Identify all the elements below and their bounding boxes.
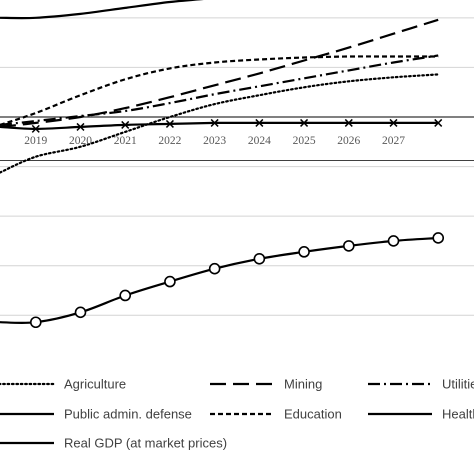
gdp-marker-point <box>432 232 445 244</box>
public-admin-marker-point <box>344 118 353 127</box>
legend-label: Real GDP (at market prices) <box>64 436 227 451</box>
series-line-public-admin-defense <box>0 121 439 131</box>
x-tick-label: 2026 <box>337 135 360 147</box>
series-line-agriculture <box>0 73 440 174</box>
gdp-marker-point <box>298 246 310 258</box>
legend-item: Public admin. defense <box>0 407 192 422</box>
legend-item: Education <box>210 407 342 422</box>
public-admin-marker-point <box>76 122 85 131</box>
public-admin-marker-point <box>389 118 398 127</box>
x-tick-label: 2027 <box>382 135 405 147</box>
public-admin-marker-point <box>31 124 40 133</box>
legend-item: Real GDP (at market prices) <box>0 436 227 451</box>
legend-item: Utilities <box>368 377 474 392</box>
public-admin-marker-point <box>121 120 130 129</box>
series-line-real-gdp-at-market-prices <box>0 236 439 325</box>
gridlines <box>0 17 474 316</box>
public-admin-marker-point <box>434 118 443 127</box>
series-lines <box>0 0 440 325</box>
x-tick-label: 2019 <box>24 135 47 147</box>
legend-label: Agriculture <box>64 377 126 392</box>
series-line-utilities <box>0 54 439 126</box>
series-markers <box>29 118 445 329</box>
x-tick-labels: 2019 2020 2021 2022 2023 2024 2025 2026 2027 <box>24 135 405 147</box>
legend-label: Health <box>442 407 474 422</box>
legend-item: Agriculture <box>0 377 126 392</box>
legend-label: Education <box>284 407 342 422</box>
public-admin-marker-point <box>165 119 174 128</box>
gdp-marker-point <box>387 235 400 247</box>
series-line-education <box>0 55 439 126</box>
legend-item: Health <box>368 407 474 422</box>
gdp-marker-point <box>208 262 221 275</box>
x-tick-label: 2025 <box>293 135 316 147</box>
gdp-marker-point <box>342 240 355 252</box>
legend-label: Utilities <box>442 377 474 392</box>
x-tick-label: 2021 <box>114 135 137 147</box>
gdp-marker-point <box>164 275 176 288</box>
x-tick-label: 2023 <box>203 135 226 147</box>
gdp-marker-point <box>119 289 132 302</box>
public-admin-marker-point <box>255 118 264 127</box>
public-admin-marker-point <box>300 118 309 127</box>
series-line-health <box>0 0 204 20</box>
public-admin-marker-point <box>210 118 219 127</box>
x-tick-label: 2024 <box>248 135 271 147</box>
gdp-marker-point <box>74 306 87 319</box>
legend-item: Mining <box>210 377 322 392</box>
legend-label: Public admin. defense <box>64 407 192 422</box>
x-tick-label: 2022 <box>158 135 181 147</box>
series-line-mining <box>0 18 439 128</box>
legend-label: Mining <box>284 377 322 392</box>
gdp-marker-point <box>253 252 266 265</box>
x-tick-label: 2020 <box>69 135 92 147</box>
legend: Agriculture Mining Utilities Public admin. … <box>0 377 474 451</box>
gdp-marker-point <box>29 316 42 329</box>
